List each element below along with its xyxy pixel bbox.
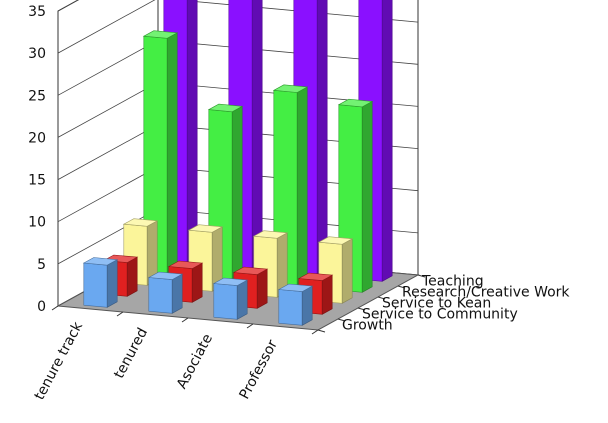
category-label: tenured [111, 325, 151, 381]
category-tick [116, 311, 124, 317]
series-tick [377, 296, 386, 300]
gridline [57, 0, 419, 54]
category-tick [246, 323, 254, 329]
y-tick-label: 0 [37, 299, 46, 315]
series-tick [417, 274, 426, 278]
category-label: Asociate [174, 331, 216, 391]
series-label: Service to Community [362, 307, 518, 323]
y-tick-label: 20 [28, 130, 46, 146]
series-tick [357, 307, 366, 311]
category-tick [311, 329, 319, 335]
category-label: Professor [237, 337, 282, 402]
y-tick-label: 30 [28, 46, 46, 62]
y-tick-label: 10 [28, 215, 46, 231]
category-tick [51, 305, 59, 311]
series-label: Service to Kean [382, 296, 491, 312]
category-tick [181, 317, 189, 323]
series-label: Growth [342, 318, 393, 334]
bar [212, 277, 249, 320]
y-tick-label: 5 [37, 257, 46, 273]
y-tick-label: 25 [28, 88, 46, 104]
bar [277, 283, 314, 326]
y-tick-label: 15 [28, 173, 46, 189]
series-label: Teaching [421, 274, 484, 290]
bar [147, 271, 184, 314]
series-tick [337, 318, 346, 322]
y-tick-label: 35 [28, 4, 46, 20]
bar [82, 257, 119, 308]
bars [82, 0, 393, 326]
bar [317, 236, 354, 304]
x-axis-categories: tenure track tenured Asociate Professor [32, 319, 282, 403]
bar [122, 218, 159, 286]
series-label: Research/Creative Work [402, 285, 570, 301]
bar [142, 30, 179, 275]
y-axis-ticks: 0 5 10 15 20 25 30 35 [28, 4, 46, 315]
category-label: tenure track [32, 319, 87, 403]
series-tick [317, 329, 326, 333]
series-tick [397, 285, 406, 289]
